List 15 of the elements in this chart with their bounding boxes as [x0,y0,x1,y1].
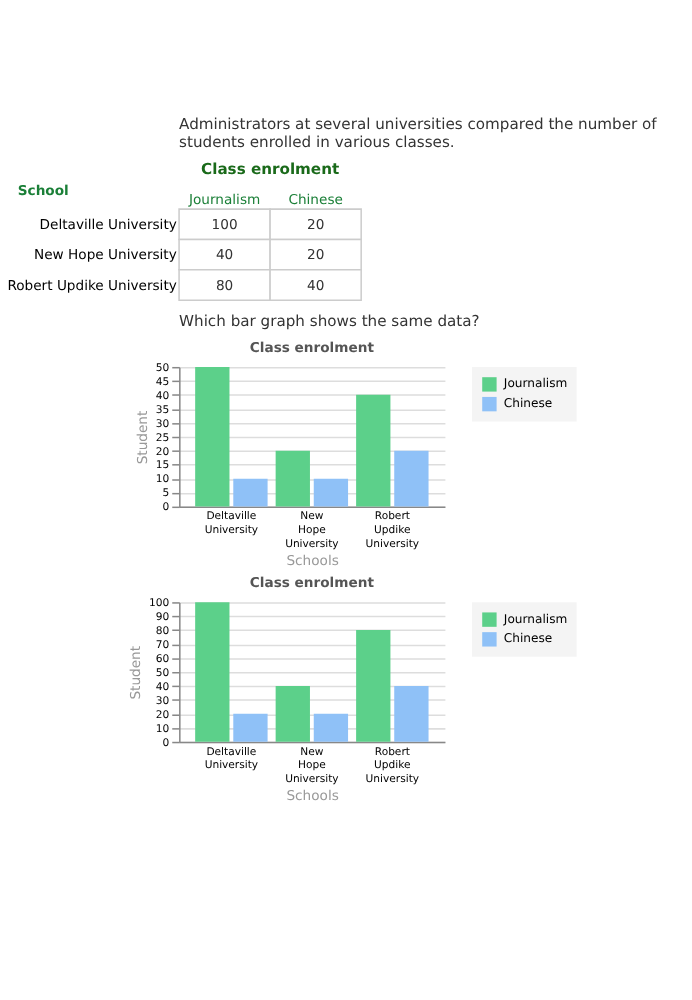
bar [356,630,391,742]
bar [195,366,230,507]
text: Which bar graph shows the same data? [179,311,480,330]
chart-title: Class enrolment [201,160,340,179]
bar [233,713,268,742]
bar [356,394,391,507]
bar [313,478,349,507]
bar [394,450,429,507]
bar [394,685,429,742]
bar [313,713,349,742]
bar [233,478,268,507]
bar [195,602,230,742]
text: Administrators at several universities compared the number of students enrolled in various classes. [179,114,658,151]
bar [275,685,310,742]
bar [275,450,310,507]
